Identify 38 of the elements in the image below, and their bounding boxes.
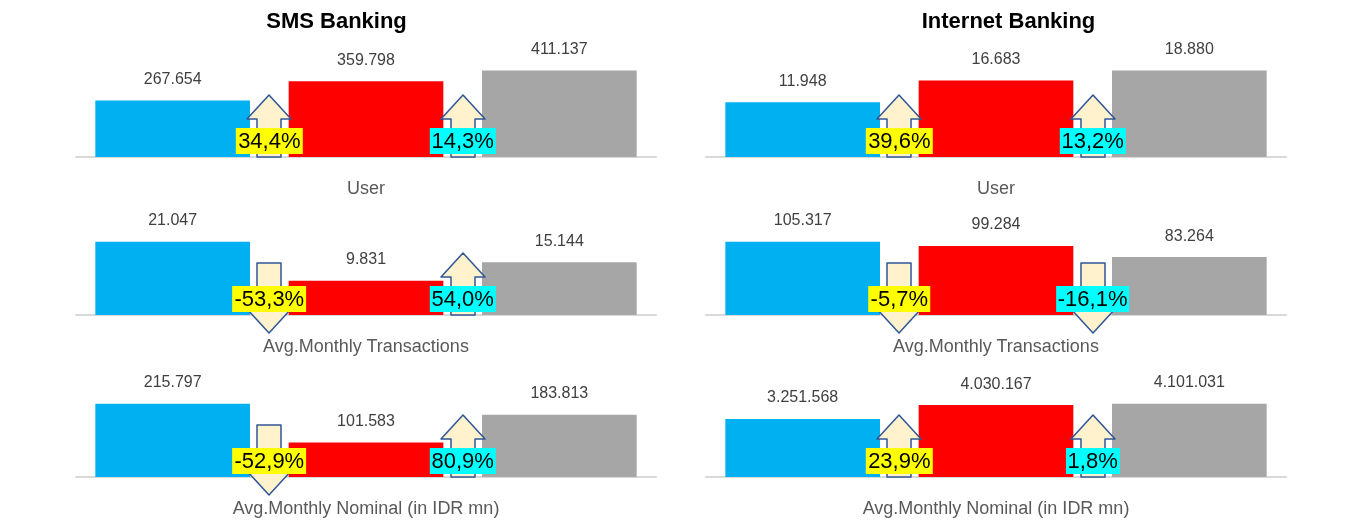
data-label: 4.030.167 — [960, 374, 1032, 392]
annotation: -5,7% — [868, 286, 931, 312]
annotation: 39,6% — [866, 128, 933, 154]
data-label: 183.813 — [530, 384, 589, 402]
x-axis-title: Avg.Monthly Nominal (in IDR mn) — [232, 498, 500, 518]
x-axis-title: Avg.Monthly Nominal (in IDR mn) — [862, 498, 1130, 518]
data-label: 15.144 — [534, 231, 584, 249]
annotation: 1,8% — [1065, 448, 1120, 474]
annotation: -52,9% — [232, 448, 307, 474]
annotation: -16,1% — [1055, 286, 1130, 312]
chart-title: Internet Banking — [921, 7, 1096, 33]
data-label: 99.284 — [971, 215, 1021, 233]
data-label: 411.137 — [531, 39, 588, 57]
annotation: -53,3% — [232, 286, 307, 312]
chart-title: SMS Banking — [266, 7, 407, 33]
data-label: 3.251.568 — [767, 388, 839, 406]
x-axis-title: User — [976, 178, 1016, 198]
data-label: 16.683 — [971, 49, 1021, 67]
data-label: 359.798 — [337, 50, 396, 68]
data-label: 21.047 — [148, 211, 198, 229]
data-label: 83.264 — [1164, 226, 1214, 244]
x-axis-title: User — [346, 178, 386, 198]
data-label: 105.317 — [773, 211, 832, 229]
data-label: 215.797 — [143, 373, 202, 391]
annotation: 54,0% — [429, 286, 496, 312]
annotation: 14,3% — [429, 128, 496, 154]
data-label: 18.880 — [1164, 39, 1214, 57]
data-label: 11.948 — [778, 71, 827, 89]
x-axis-title: Avg.Monthly Transactions — [263, 336, 469, 356]
annotation: 13,2% — [1059, 128, 1126, 154]
data-label: 101.583 — [337, 412, 396, 430]
annotation: 80,9% — [429, 448, 496, 474]
data-label: 9.831 — [345, 250, 387, 268]
data-label: 4.101.031 — [1153, 373, 1226, 391]
annotation: 23,9% — [866, 448, 933, 474]
x-axis-title: Avg.Monthly Transactions — [893, 336, 1099, 356]
annotation: 34,4% — [236, 128, 303, 154]
data-label: 267.654 — [143, 70, 202, 88]
